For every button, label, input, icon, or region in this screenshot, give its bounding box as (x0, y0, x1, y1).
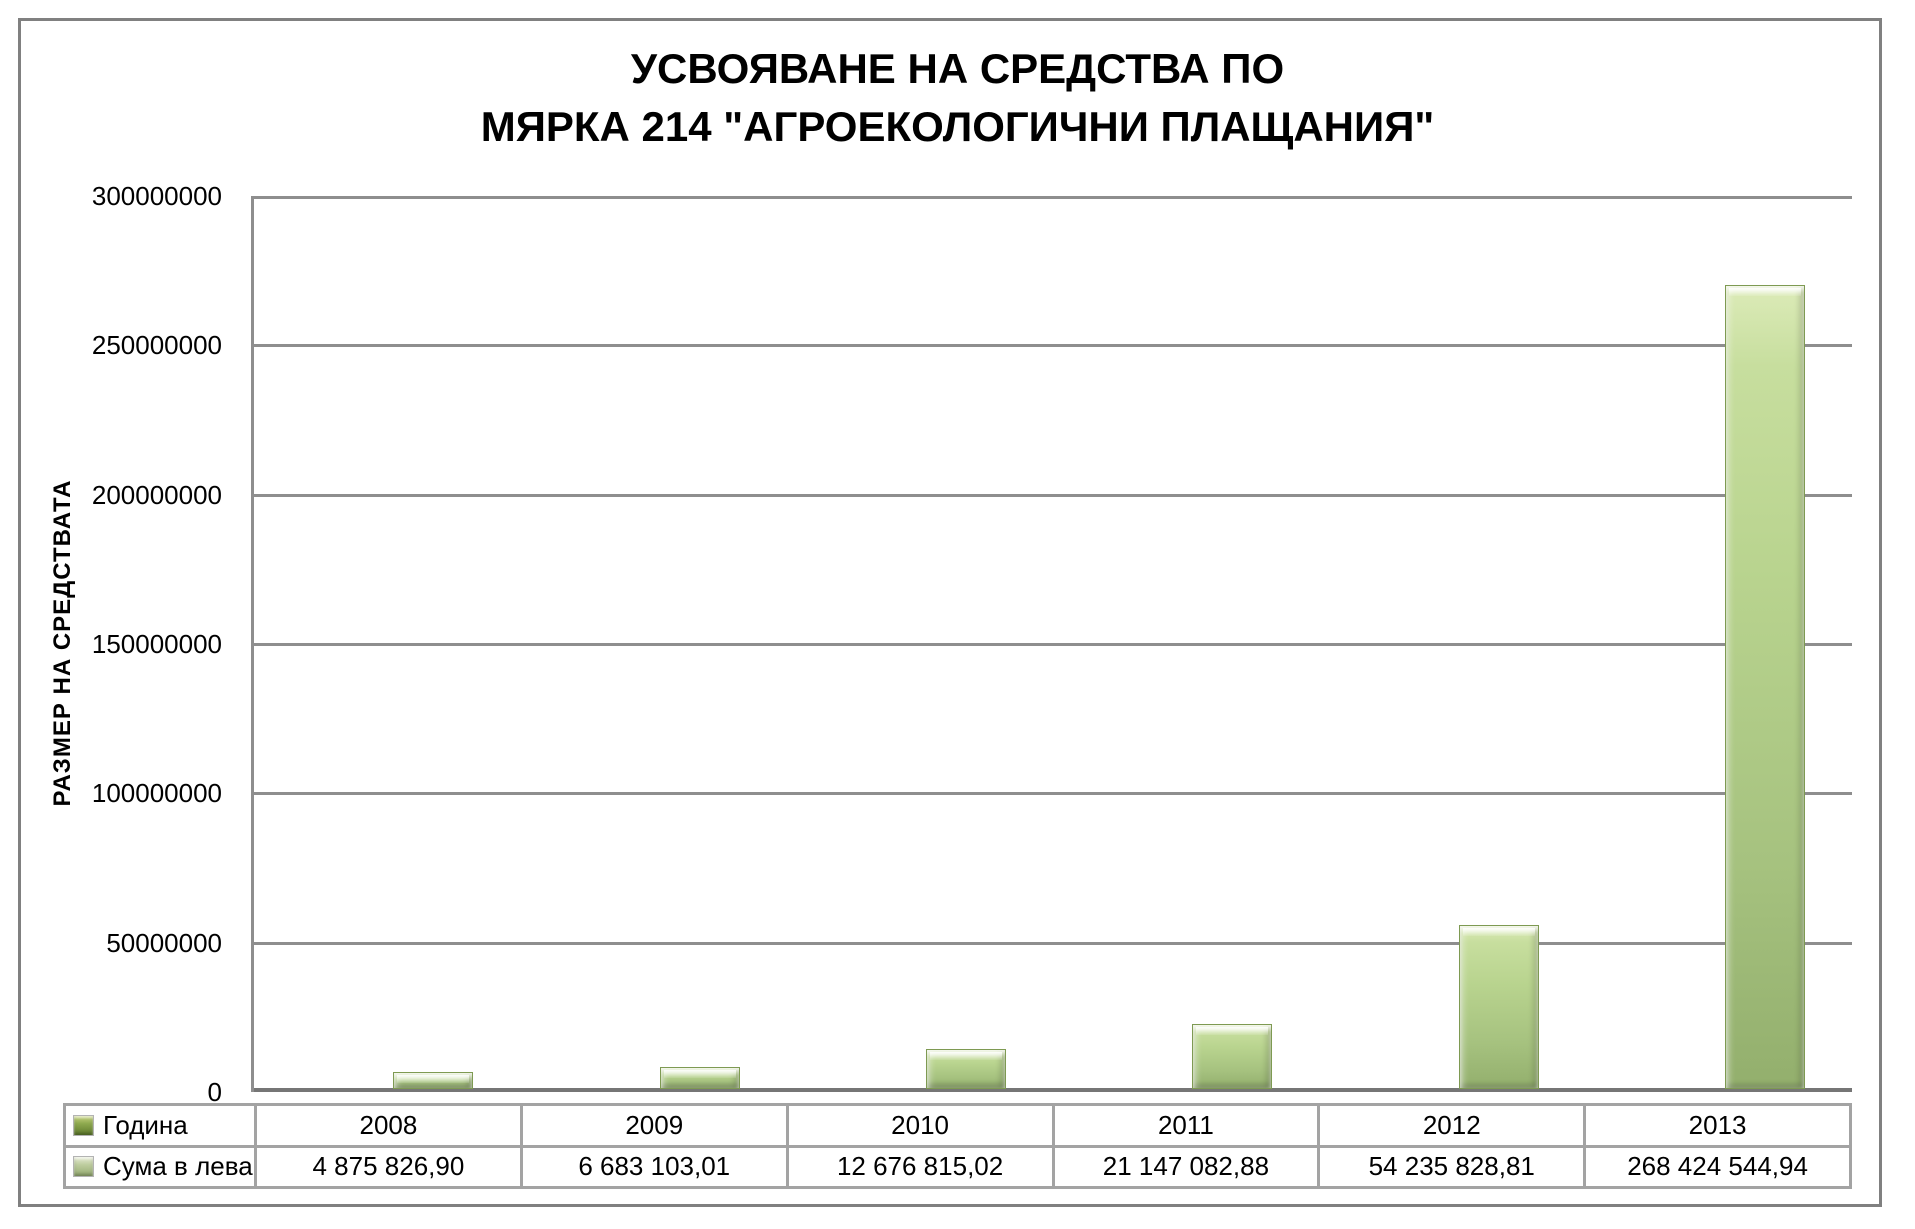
legend-label-sum: Сума в лева (66, 1147, 254, 1186)
table-year-cell: 2009 (522, 1106, 786, 1145)
legend-sum-swatch-icon (73, 1156, 94, 1178)
y-tick-label: 150000000 (91, 629, 222, 659)
table-value-cell: 54 235 828,81 (1320, 1147, 1584, 1186)
bar-2008 (393, 1072, 473, 1089)
table-year-cell: 2010 (788, 1106, 1052, 1145)
table-year-cell: 2011 (1054, 1106, 1318, 1145)
data-table: Година 2008 2009 2010 2011 2012 2013 Сума в лев… (63, 1103, 1852, 1189)
table-year-cell: 2012 (1320, 1106, 1584, 1145)
table-value-cell: 268 424 544,94 (1586, 1147, 1849, 1186)
chart-outer-border (18, 18, 1882, 1207)
gridline (254, 792, 1852, 795)
gridline (254, 344, 1852, 347)
gridline (254, 942, 1852, 945)
table-year-cell: 2013 (1586, 1106, 1849, 1145)
chart-title: УСВОЯВАНЕ НА СРЕДСТВА ПО МЯРКА 214 "АГРО… (0, 40, 1915, 156)
y-tick-label: 300000000 (91, 181, 222, 211)
table-value-cell: 21 147 082,88 (1054, 1147, 1318, 1186)
table-year-cell: 2008 (257, 1106, 520, 1145)
chart-title-line2: МЯРКА 214 "АГРОЕКОЛОГИЧНИ ПЛАЩАНИЯ" (480, 103, 1435, 150)
legend-label-text: Сума в лева (103, 1151, 253, 1182)
gridline (254, 196, 1852, 199)
table-value-cell: 4 875 826,90 (257, 1147, 520, 1186)
bar-2009 (660, 1067, 740, 1089)
bar-bevel-highlight (664, 1070, 736, 1078)
legend-label-year: Година (66, 1106, 254, 1145)
y-tick-label: 0 (207, 1077, 222, 1107)
bar-2010 (926, 1049, 1006, 1089)
bar-2011 (1192, 1024, 1272, 1089)
y-tick-label: 200000000 (91, 480, 222, 510)
y-tick-label: 50000000 (106, 928, 222, 958)
bar-bevel-highlight (1729, 288, 1801, 296)
bar-bevel-highlight (930, 1052, 1002, 1060)
bar-bevel-highlight (397, 1075, 469, 1083)
bar-bevel-highlight (1463, 928, 1535, 936)
legend-label-text: Година (103, 1109, 188, 1140)
chart-title-line1: УСВОЯВАНЕ НА СРЕДСТВА ПО (630, 45, 1285, 92)
table-value-cell: 6 683 103,01 (522, 1147, 786, 1186)
y-tick-label: 100000000 (91, 778, 222, 808)
gridline (254, 643, 1852, 646)
legend-year-swatch-icon (73, 1114, 94, 1136)
gridline (254, 494, 1852, 497)
y-tick-label: 250000000 (91, 330, 222, 360)
bar-2013 (1725, 285, 1805, 1089)
bar-bevel-highlight (1196, 1027, 1268, 1035)
bar-2012 (1459, 925, 1539, 1089)
table-value-cell: 12 676 815,02 (788, 1147, 1052, 1186)
x-axis-line (254, 1088, 1852, 1092)
plot-area (251, 196, 1852, 1092)
